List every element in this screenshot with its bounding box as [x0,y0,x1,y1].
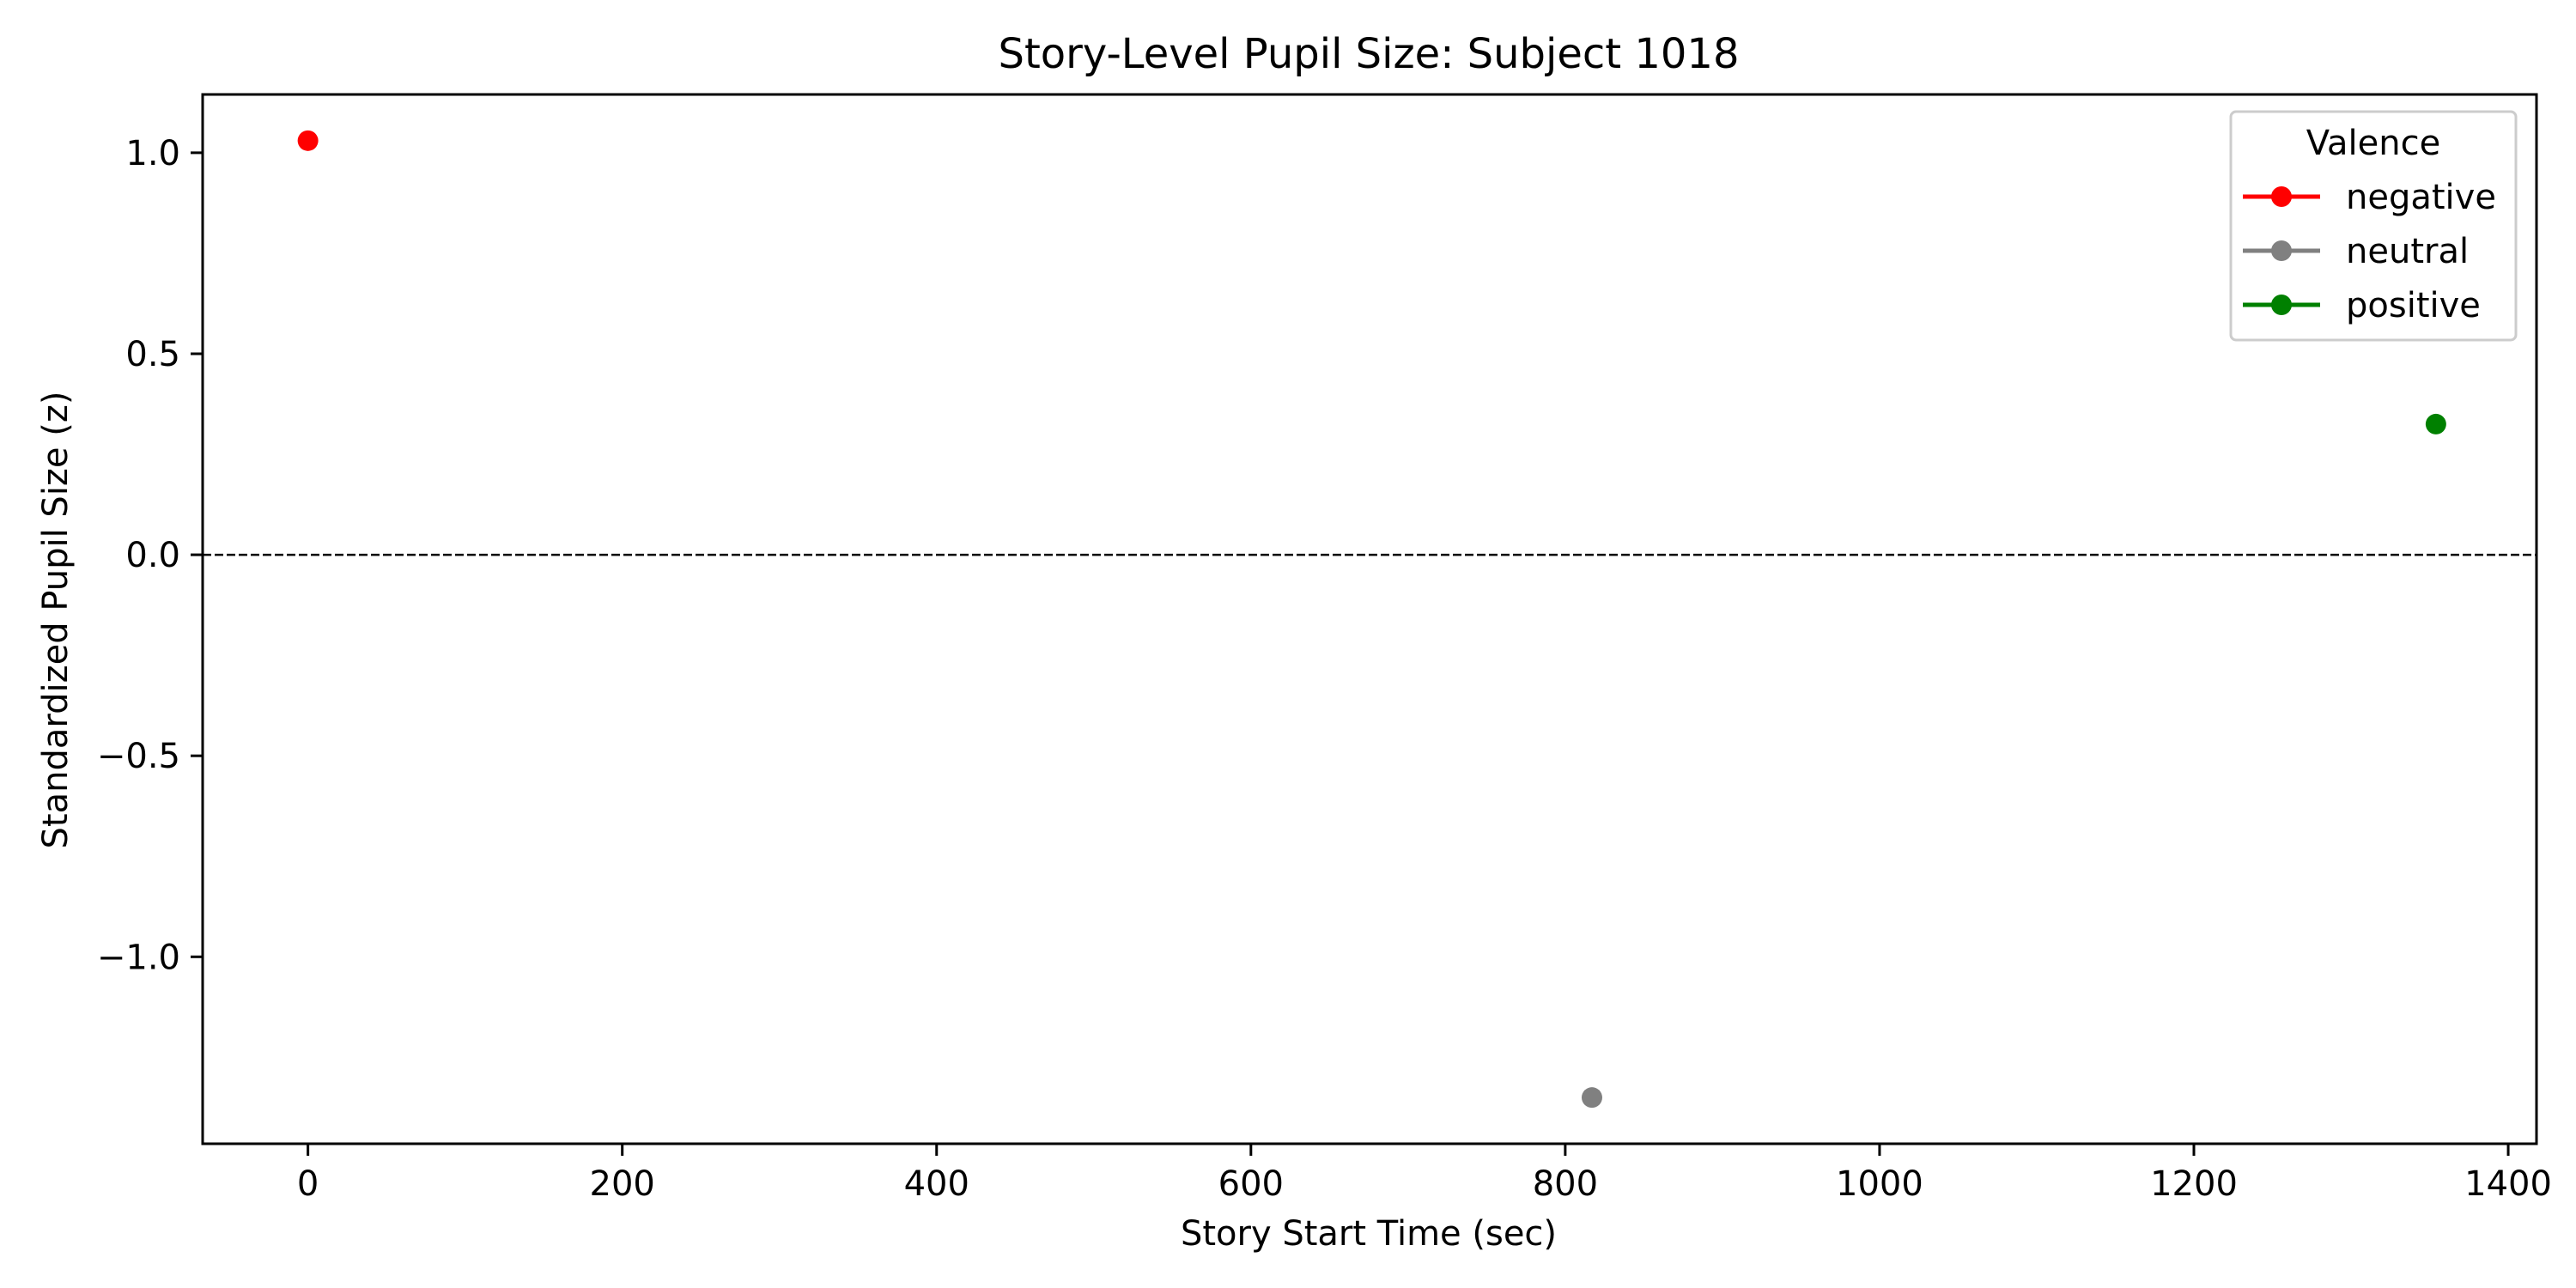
chart-title: Story-Level Pupil Size: Subject 1018 [999,30,1740,78]
data-point-neutral [1581,1087,1602,1109]
x-axis-label: Story Start Time (sec) [1181,1214,1557,1254]
legend-items: negative neutral positive [2243,178,2496,325]
x-tick-label: 400 [904,1164,969,1204]
y-tick-label: 0.5 [125,335,180,374]
data-point-negative [297,130,319,151]
axes-frame [201,93,2538,1145]
x-tick-label: 1200 [2150,1164,2238,1204]
x-tick-label: 200 [590,1164,655,1204]
x-tick-label: 1400 [2464,1164,2552,1204]
legend-marker-neutral [2271,240,2292,261]
legend: Valence negative neutral positive [2229,110,2518,342]
legend-label-neutral: neutral [2346,232,2469,271]
y-axis-label: Standardized Pupil Size (z) [36,392,76,849]
legend-marker-positive [2271,295,2292,315]
x-tick-label: 1000 [1836,1164,1923,1204]
legend-marker-negative [2271,186,2292,207]
legend-label-negative: negative [2346,178,2496,217]
x-tick-label: 600 [1218,1164,1284,1204]
data-point-positive [2425,413,2446,434]
x-tick-label: 800 [1533,1164,1598,1204]
y-tick-label: −1.0 [97,938,180,977]
legend-title: Valence [2306,124,2440,163]
legend-box [2229,110,2518,342]
plot-area: 0 200 400 600 800 1000 1200 1400 1.0 0.5 0.0 −0.5 −1… [97,93,2552,1204]
legend-label-positive: positive [2346,286,2481,325]
y-tick-label: 0.0 [125,536,180,575]
y-tick-label: 1.0 [125,134,180,173]
x-tick-label: 0 [297,1164,319,1204]
y-tick-label: −0.5 [97,737,180,776]
